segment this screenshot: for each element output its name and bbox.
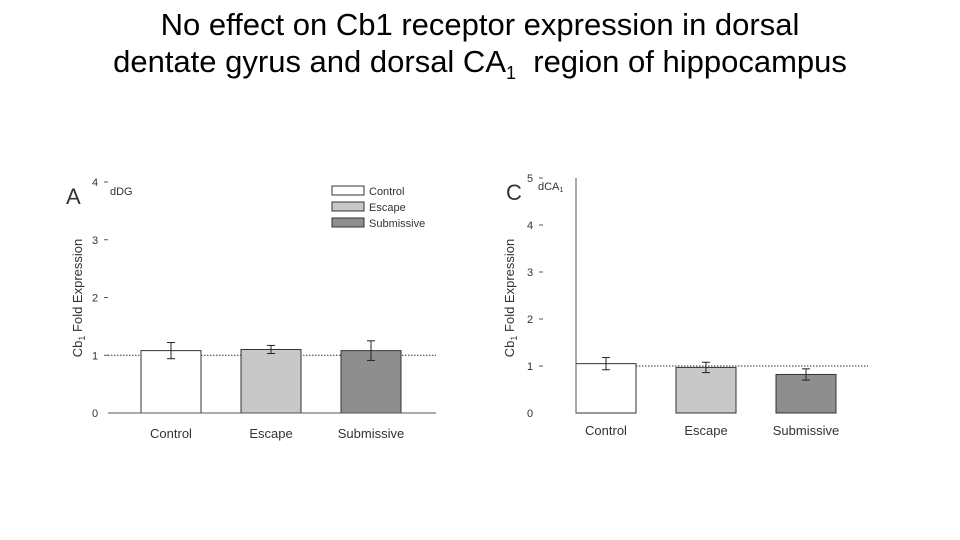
x-tick-label: Escape [249,426,292,441]
bar-control [140,350,202,414]
chart-panel-a: A dDG Cb1 Fold Expression 0 1 2 3 4 Control E… [66,177,436,441]
y-tick-label: 0 [92,408,98,420]
legend-swatch [331,201,365,212]
chart-panel-c: C dCA1 Cb1 Fold Expression 0 1 2 3 4 5 Contro… [502,173,868,438]
y-tick-label: 2 [527,314,533,326]
x-tick-label: Submissive [338,426,404,441]
x-tick-label: Submissive [773,423,839,438]
bar-submissive [775,373,837,414]
y-axis-label: Cb1 Fold Expression [70,239,87,357]
panel-label: C [506,180,522,205]
y-tick-label: 5 [527,173,533,185]
panel-label: A [66,184,81,209]
bar-escape [240,348,302,414]
y-tick-label: 3 [92,235,98,247]
y-tick-label: 3 [527,267,533,279]
y-tick-label: 0 [527,408,533,420]
x-tick-label: Escape [684,423,727,438]
title-line-2: dentate gyrus and dorsal CA1 region of h… [113,44,847,84]
legend-label: Submissive [369,218,425,230]
y-tick-label: 1 [527,361,533,373]
y-tick-label: 4 [527,220,533,232]
slide-title: No effect on Cb1 receptor expression in … [0,6,960,92]
y-tick-label: 4 [92,177,98,189]
bar-control [575,363,637,414]
title-line-1: No effect on Cb1 receptor expression in … [160,7,800,42]
region-label: dCA1 [538,181,563,194]
legend-swatch [331,217,365,228]
region-label: dDG [110,186,133,198]
x-tick-label: Control [150,426,192,441]
legend-swatch [331,185,365,196]
legend-label: Escape [369,202,406,214]
bar-escape [675,366,737,414]
bar-submissive [340,350,402,414]
legend-label: Control [369,186,404,198]
y-axis-label: Cb1 Fold Expression [502,239,519,357]
y-tick-label: 2 [92,293,98,305]
x-tick-label: Control [585,423,627,438]
y-tick-label: 1 [92,350,98,362]
